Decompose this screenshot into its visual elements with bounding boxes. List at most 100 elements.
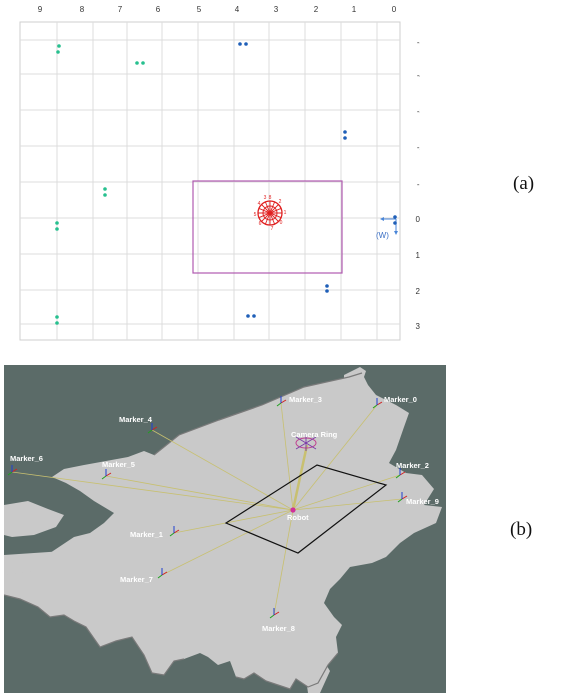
ray-marker-9 bbox=[292, 498, 403, 511]
3d-view-panel: Marker_3 Marker_0 Marker_4 Camera Ring M… bbox=[3, 365, 446, 693]
caption-b: (b) bbox=[510, 519, 533, 540]
map-free-space-top bbox=[344, 367, 366, 401]
marker-dot bbox=[57, 44, 61, 48]
marker-frame bbox=[157, 568, 168, 579]
ring-number: 2 bbox=[279, 199, 282, 205]
marker-dot bbox=[325, 289, 329, 293]
ray-marker-5 bbox=[105, 475, 294, 511]
y-tick: -5 bbox=[417, 38, 420, 47]
marker-dot bbox=[55, 227, 59, 231]
x-tick: 3 bbox=[274, 5, 279, 14]
x-tick: 1 bbox=[352, 5, 357, 14]
y-grid bbox=[20, 39, 400, 325]
world-frame-label: (W) bbox=[376, 231, 389, 240]
ray-marker-2 bbox=[292, 474, 401, 511]
marker-dot bbox=[55, 221, 59, 225]
ring-number: 6 bbox=[259, 221, 262, 227]
label-marker-4: Marker_4 bbox=[119, 415, 153, 424]
arrowhead-icon bbox=[380, 217, 384, 221]
marker-dot bbox=[252, 314, 256, 318]
x-tick: 2 bbox=[314, 5, 319, 14]
y-tick-labels: -5 -4 -3 -2 -1 0 1 2 3 bbox=[416, 38, 425, 331]
marker-dot bbox=[393, 221, 397, 225]
ring-number: 0 bbox=[280, 220, 283, 226]
label-marker-2: Marker_2 bbox=[396, 461, 429, 470]
y-tick: 2 bbox=[416, 287, 420, 296]
marker-dot bbox=[325, 284, 329, 288]
label-marker-5: Marker_5 bbox=[102, 460, 135, 469]
ring-number: 1 bbox=[284, 210, 287, 216]
label-camera-ring: Camera Ring bbox=[291, 430, 338, 439]
arrowhead-icon bbox=[394, 231, 398, 235]
label-marker-8: Marker_8 bbox=[262, 624, 295, 633]
ray-marker-3 bbox=[280, 402, 294, 511]
marker-dot bbox=[56, 50, 60, 54]
label-marker-9: Marker_9 bbox=[406, 497, 439, 506]
x-tick: 0 bbox=[392, 5, 397, 14]
y-tick: 3 bbox=[416, 322, 420, 331]
marker-frames bbox=[7, 396, 408, 619]
ring-number: 3 bbox=[264, 195, 267, 201]
marker-frame bbox=[169, 526, 180, 537]
map-free-space bbox=[4, 373, 442, 689]
scene-labels: Marker_3 Marker_0 Marker_4 Camera Ring M… bbox=[10, 395, 439, 633]
x-tick: 7 bbox=[118, 5, 123, 14]
label-marker-7: Marker_7 bbox=[120, 575, 153, 584]
x-tick: 4 bbox=[235, 5, 240, 14]
marker-frame bbox=[372, 398, 383, 409]
top-view-panel: 9 8 7 6 5 4 3 2 1 0 -5 -4 -3 -2 bbox=[0, 0, 425, 345]
label-marker-6: Marker_6 bbox=[10, 454, 43, 463]
ring-number: 8 bbox=[269, 195, 272, 201]
marker-dot bbox=[393, 215, 397, 219]
marker-dot bbox=[238, 42, 242, 46]
marker-dot bbox=[343, 130, 347, 134]
map-free-space-left bbox=[4, 501, 64, 537]
x-tick: 6 bbox=[156, 5, 161, 14]
map-free-space-bottom bbox=[304, 655, 330, 693]
marker-dot bbox=[244, 42, 248, 46]
marker-dot bbox=[55, 315, 59, 319]
marker-dot bbox=[135, 61, 139, 65]
map-free-space-band bbox=[4, 551, 74, 575]
ray-camera-ring bbox=[291, 444, 309, 511]
x-tick: 5 bbox=[197, 5, 202, 14]
world-frame: (W) bbox=[376, 217, 398, 240]
ray-marker-0 bbox=[292, 404, 378, 511]
marker-frame bbox=[147, 423, 158, 434]
camera-ring-3d-axes bbox=[295, 434, 317, 451]
y-tick: -3 bbox=[417, 107, 420, 116]
top-view-plot: 9 8 7 6 5 4 3 2 1 0 -5 -4 -3 -2 bbox=[19, 5, 425, 341]
ray-marker-8 bbox=[273, 509, 294, 616]
label-robot: Robot bbox=[287, 513, 309, 522]
camera-ring-3d bbox=[295, 434, 317, 451]
ring-number: 7 bbox=[271, 226, 274, 232]
marker-frame bbox=[7, 465, 18, 476]
3d-map-view: Marker_3 Marker_0 Marker_4 Camera Ring M… bbox=[3, 365, 446, 693]
marker-frame bbox=[276, 396, 287, 407]
y-tick: -4 bbox=[417, 71, 420, 80]
caption-a: (a) bbox=[513, 173, 535, 194]
label-marker-0: Marker_0 bbox=[384, 395, 417, 404]
ring-number: 4 bbox=[258, 201, 261, 207]
ray-marker-4 bbox=[151, 429, 294, 511]
marker-frame bbox=[397, 492, 408, 503]
green-markers bbox=[55, 44, 145, 325]
marker-frame bbox=[101, 469, 112, 480]
y-tick: -2 bbox=[417, 143, 420, 152]
workspace-rectangle bbox=[224, 464, 388, 554]
marker-dot bbox=[343, 136, 347, 140]
marker-dot bbox=[103, 187, 107, 191]
marker-dot bbox=[103, 193, 107, 197]
marker-rays bbox=[11, 402, 403, 616]
marker-dot bbox=[55, 321, 59, 325]
y-tick: -1 bbox=[417, 180, 420, 189]
marker-dot bbox=[141, 61, 145, 65]
camera-ring-numbers: 8 2 1 0 7 6 5 4 3 bbox=[254, 195, 287, 232]
workspace-rectangle bbox=[192, 180, 343, 274]
ring-number: 5 bbox=[254, 212, 257, 218]
robot-icon bbox=[290, 507, 296, 513]
x-tick: 9 bbox=[38, 5, 43, 14]
camera-ring-spokes bbox=[258, 201, 282, 225]
label-marker-1: Marker_1 bbox=[130, 530, 163, 539]
ray-marker-1 bbox=[173, 509, 294, 534]
